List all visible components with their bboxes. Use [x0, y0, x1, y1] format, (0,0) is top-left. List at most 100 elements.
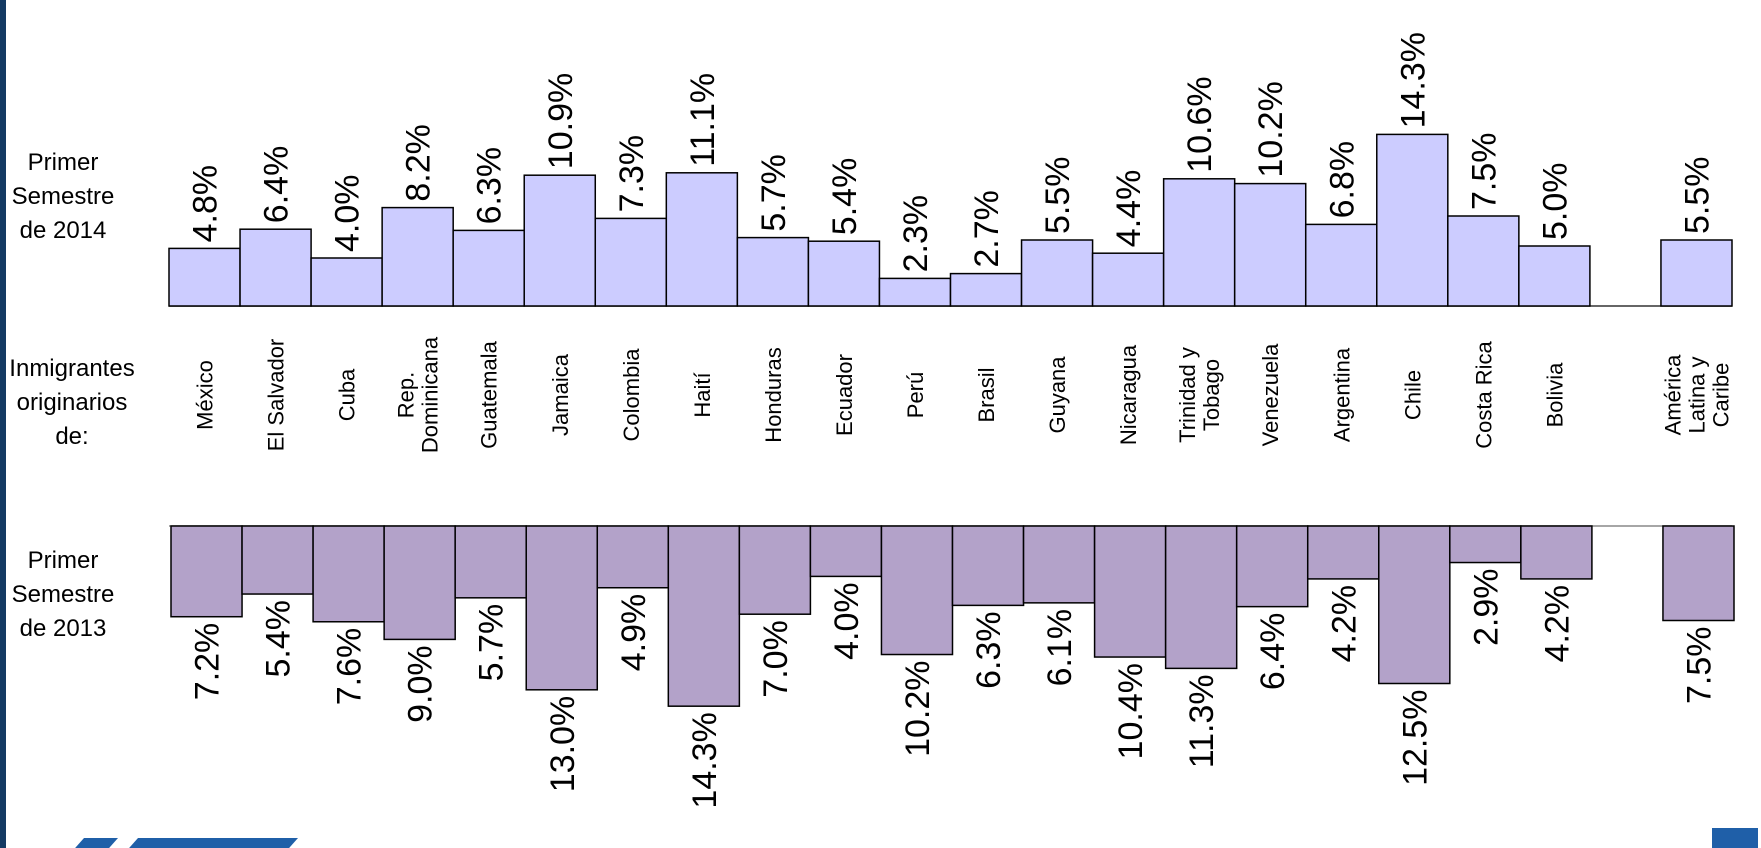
value-label-2014-cuba: 4.0%	[329, 175, 367, 253]
bar-2013-america-latina-y-caribe	[1663, 526, 1734, 621]
category-label-colombia: Colombia	[619, 348, 644, 442]
category-label-chile: Chile	[1400, 370, 1425, 420]
bar-2013-costa-rica	[1450, 526, 1521, 563]
value-label-2013-guyana: 6.1%	[1041, 609, 1079, 687]
bar-2013-honduras	[739, 526, 810, 614]
bar-2014-colombia	[595, 218, 666, 306]
value-label-2013-costa-rica: 2.9%	[1467, 569, 1505, 647]
value-label-2014-haiti: 11.1%	[684, 73, 722, 167]
bar-2013-haiti	[668, 526, 739, 706]
value-label-2013-venezuela: 6.4%	[1254, 613, 1292, 691]
value-label-2013-brasil: 6.3%	[970, 611, 1008, 689]
bar-2013-guatemala	[455, 526, 526, 598]
value-label-2014-america-latina-y-caribe: 5.5%	[1678, 157, 1716, 235]
value-label-2014-jamaica: 10.9%	[542, 73, 580, 169]
bar-2014-ecuador	[808, 241, 879, 306]
value-label-2014-guyana: 5.5%	[1039, 157, 1077, 235]
bar-2013-el-salvador	[242, 526, 313, 594]
bar-2014-venezuela	[1235, 184, 1306, 306]
category-label-costa-rica: Costa Rica	[1471, 340, 1496, 448]
category-label-el-salvador: El Salvador	[264, 339, 289, 452]
value-label-2014-mexico: 4.8%	[187, 165, 225, 243]
category-label-brasil: Brasil	[974, 367, 999, 422]
value-label-2013-honduras: 7.0%	[757, 620, 795, 698]
bar-2014-honduras	[737, 238, 808, 306]
value-label-2014-ecuador: 5.4%	[826, 158, 864, 236]
value-label-2013-jamaica: 13.0%	[544, 696, 582, 792]
bar-2014-rep-dominicana	[382, 208, 453, 306]
bar-2014-guyana	[1022, 240, 1093, 306]
category-label-venezuela: Venezuela	[1258, 343, 1283, 447]
bar-2014-costa-rica	[1448, 216, 1519, 306]
value-label-2013-chile: 12.5%	[1396, 690, 1434, 786]
category-label-america-latina-y-caribe: AméricaLatina yCaribe	[1660, 354, 1733, 435]
category-label-mexico: México	[193, 360, 218, 430]
value-label-2013-america-latina-y-caribe: 7.5%	[1680, 627, 1718, 705]
category-label-guatemala: Guatemala	[477, 340, 502, 448]
value-label-2013-peru: 10.2%	[899, 661, 937, 757]
value-label-2013-colombia: 4.9%	[615, 594, 653, 672]
bar-2014-haiti	[666, 173, 737, 306]
value-label-2013-rep-dominicana: 9.0%	[402, 645, 440, 723]
row-label-2014: Primer Semestre de 2014	[8, 146, 118, 248]
value-label-2013-trinidad-y-tobago: 11.3%	[1183, 674, 1221, 768]
value-label-2014-trinidad-y-tobago: 10.6%	[1181, 76, 1219, 172]
category-label-jamaica: Jamaica	[548, 353, 573, 436]
category-label-peru: Perú	[903, 372, 928, 418]
category-label-nicaragua: Nicaragua	[1116, 344, 1141, 445]
value-label-2013-bolivia: 4.2%	[1538, 585, 1576, 663]
bar-2013-venezuela	[1237, 526, 1308, 607]
value-label-2014-brasil: 2.7%	[968, 190, 1006, 268]
bar-2013-nicaragua	[1095, 526, 1166, 657]
bar-2013-cuba	[313, 526, 384, 622]
bar-2013-guyana	[1024, 526, 1095, 603]
bar-2014-trinidad-y-tobago	[1164, 179, 1235, 306]
bar-2013-rep-dominicana	[384, 526, 455, 639]
value-label-2013-cuba: 7.6%	[331, 628, 369, 706]
category-label-argentina: Argentina	[1329, 347, 1354, 442]
value-label-2013-nicaragua: 10.4%	[1112, 663, 1150, 759]
company-logo	[48, 836, 298, 848]
value-label-2014-colombia: 7.3%	[613, 135, 651, 213]
bar-2013-peru	[881, 526, 952, 655]
corner-logo-mark	[1712, 828, 1758, 848]
bar-2013-trinidad-y-tobago	[1166, 526, 1237, 668]
category-label-rep-dominicana: Rep.Dominicana	[394, 336, 443, 453]
category-label-bolivia: Bolivia	[1542, 362, 1567, 428]
value-label-2013-guatemala: 5.7%	[473, 604, 511, 682]
bar-2014-peru	[879, 278, 950, 306]
bar-2013-argentina	[1308, 526, 1379, 579]
value-label-2014-el-salvador: 6.4%	[258, 146, 296, 224]
category-labels: México El Salvador Cuba Rep.Dominicana Guate…	[193, 336, 1734, 453]
value-label-2013-argentina: 4.2%	[1325, 585, 1363, 663]
value-label-2014-guatemala: 6.3%	[471, 147, 509, 225]
bar-2013-jamaica	[526, 526, 597, 690]
bar-2014-cuba	[311, 258, 382, 306]
bar-2013-chile	[1379, 526, 1450, 684]
bar-2013-brasil	[953, 526, 1024, 605]
bar-2013-colombia	[597, 526, 668, 588]
bar-2014-chile	[1377, 134, 1448, 306]
value-label-2014-venezuela: 10.2%	[1252, 81, 1290, 177]
value-label-2014-honduras: 5.7%	[755, 154, 793, 232]
bar-2014-nicaragua	[1093, 253, 1164, 306]
value-label-2014-rep-dominicana: 8.2%	[400, 124, 438, 202]
value-label-2013-ecuador: 4.0%	[828, 582, 866, 660]
bar-2014-america-latina-y-caribe	[1661, 240, 1732, 306]
category-label-trinidad-y-tobago: Trinidad yTobago	[1175, 347, 1224, 443]
bar-2014-guatemala	[453, 230, 524, 306]
bar-2014-bolivia	[1519, 246, 1590, 306]
bar-2014-el-salvador	[240, 229, 311, 306]
bar-2014-jamaica	[524, 175, 595, 306]
value-label-2014-chile: 14.3%	[1394, 32, 1432, 128]
bar-2014-brasil	[951, 274, 1022, 306]
category-label-guyana: Guyana	[1045, 356, 1070, 434]
category-label-ecuador: Ecuador	[832, 354, 857, 436]
category-label-cuba: Cuba	[335, 368, 360, 421]
value-label-2014-costa-rica: 7.5%	[1465, 133, 1503, 211]
value-label-2014-bolivia: 5.0%	[1536, 163, 1574, 241]
value-label-2013-mexico: 7.2%	[189, 623, 227, 701]
value-label-2014-argentina: 6.8%	[1323, 141, 1361, 219]
row-label-2013: Primer Semestre de 2013	[8, 544, 118, 646]
